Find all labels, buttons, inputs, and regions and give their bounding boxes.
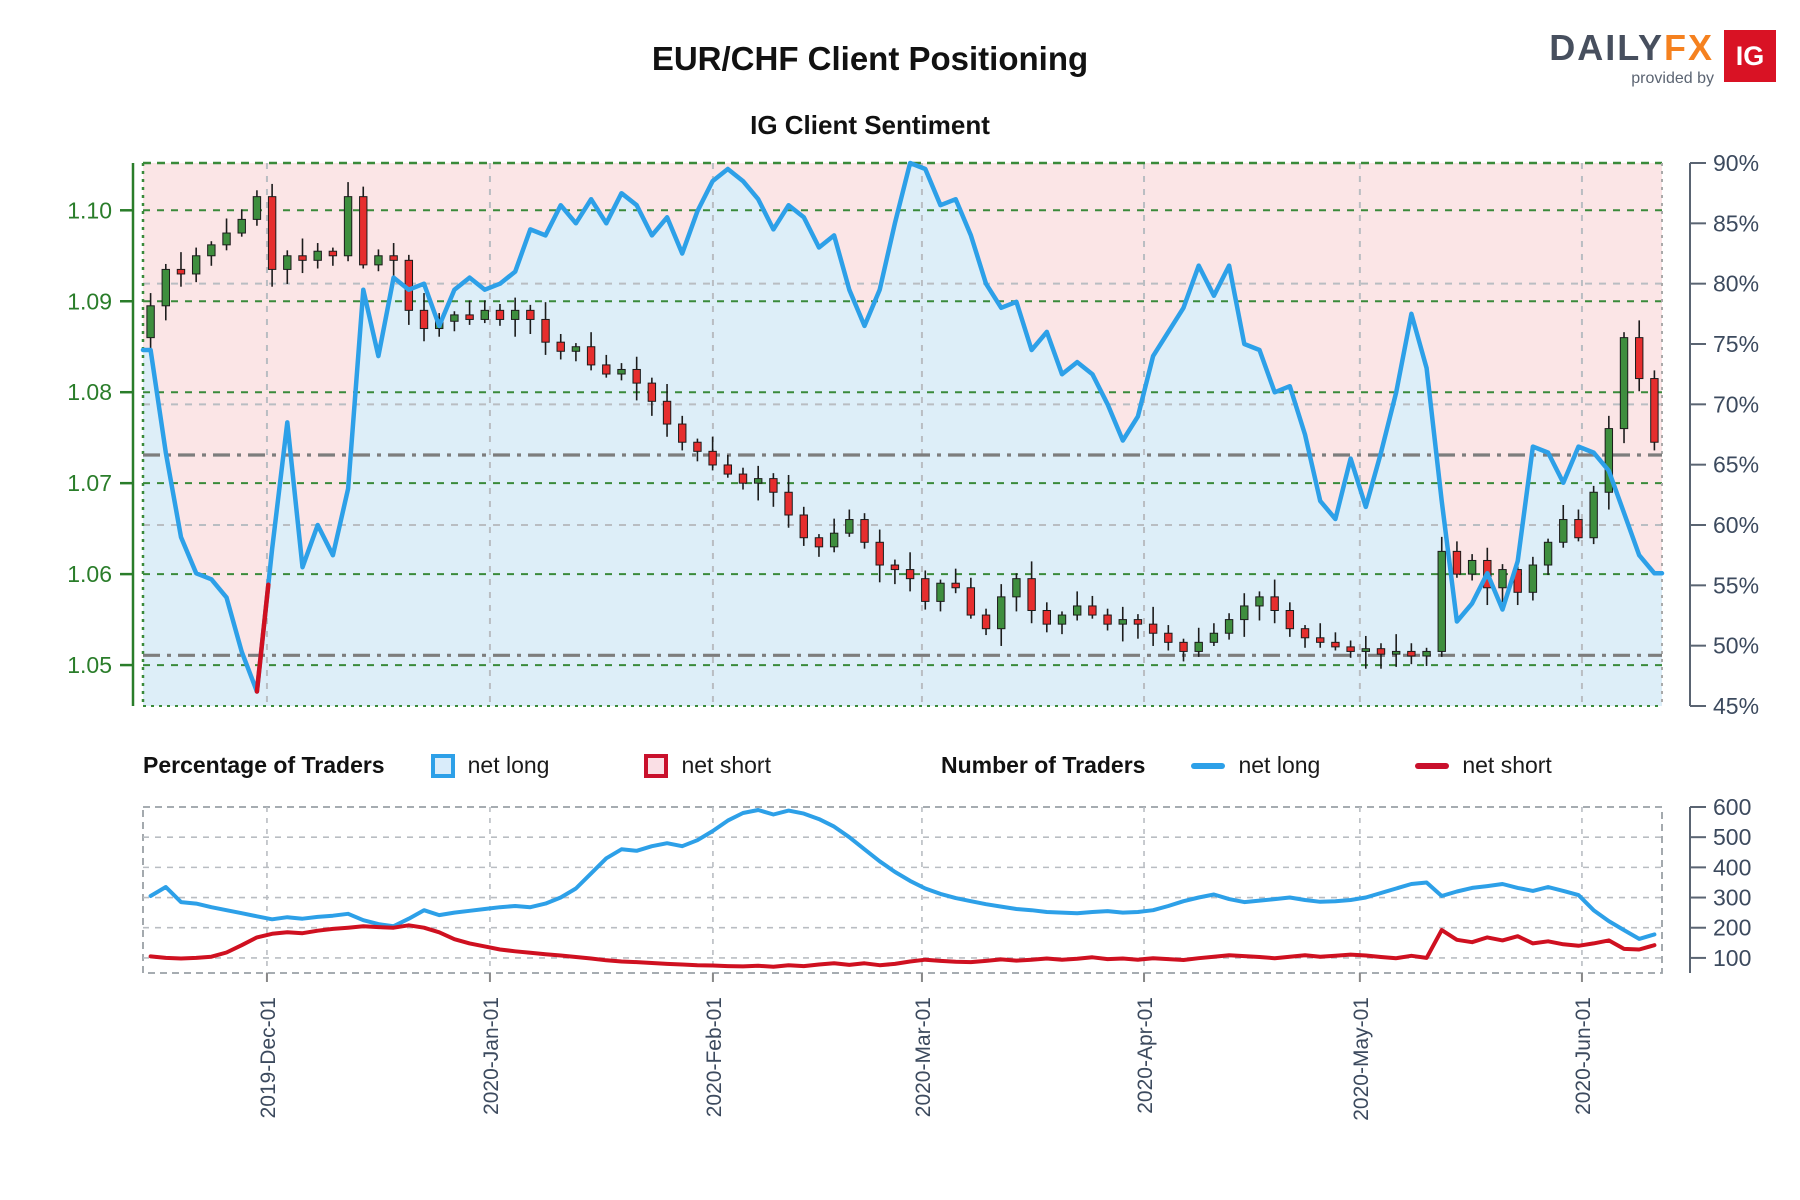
svg-text:1.10: 1.10 — [67, 197, 112, 223]
svg-text:90%: 90% — [1713, 150, 1759, 176]
dailyfx-logo-text: DAILYFX provided by — [1549, 30, 1714, 88]
sentiment-chart-svg: 1.10 1.09 1.08 1.07 1.06 1.05 90% 85% 80% 75% 70% 6… — [67, 150, 1759, 1121]
svg-text:2020-Mar-01: 2020-Mar-01 — [912, 997, 935, 1117]
svg-text:60%: 60% — [1713, 512, 1759, 538]
legend-num-net-long-label: net long — [1238, 752, 1321, 778]
svg-text:80%: 80% — [1713, 271, 1759, 297]
svg-text:65%: 65% — [1713, 452, 1759, 478]
logo-brand-orange: FX — [1663, 27, 1714, 68]
percent-net-short-segment — [254, 582, 271, 694]
dailyfx-logo: DAILYFX provided by IG — [1549, 30, 1776, 88]
sentiment-area-fills — [143, 163, 1662, 706]
svg-text:1.06: 1.06 — [67, 561, 112, 587]
count-axis-right: 600 500 400 300 200 100 — [1689, 794, 1751, 973]
svg-text:1.07: 1.07 — [67, 470, 112, 496]
svg-text:55%: 55% — [1713, 572, 1759, 598]
svg-text:2020-May-01: 2020-May-01 — [1350, 997, 1373, 1121]
candlestick-series — [146, 182, 1659, 669]
page-title: EUR/CHF Client Positioning — [651, 40, 1089, 77]
svg-text:45%: 45% — [1713, 693, 1759, 719]
main-gridlines — [141, 161, 1663, 707]
percent-net-long-line — [140, 160, 1665, 694]
svg-text:85%: 85% — [1713, 210, 1759, 236]
svg-text:70%: 70% — [1713, 391, 1759, 417]
logo-brand-dark: DAILY — [1549, 27, 1664, 68]
chart-subtitle: IG Client Sentiment — [750, 110, 990, 140]
number-of-traders-panel — [142, 806, 1663, 974]
svg-text:2020-Apr-01: 2020-Apr-01 — [1134, 997, 1157, 1114]
legend-num-net-short-label: net short — [1462, 752, 1552, 778]
svg-text:600: 600 — [1713, 794, 1751, 820]
date-axis: 2019-Dec-01 2020-Jan-01 2020-Feb-01 2020-Ma… — [257, 973, 1595, 1121]
legend-net-short-label: net short — [681, 752, 771, 778]
legend-number-title: Number of Traders — [940, 752, 1146, 778]
percent-axis-right: 90% 85% 80% 75% 70% 65% 60% 55% 50% 45% — [1689, 150, 1759, 719]
net-short-line-icon — [1415, 762, 1450, 769]
legend-percentage-title: Percentage of Traders — [143, 752, 385, 778]
traders-net-long-line — [148, 808, 1657, 941]
svg-text:100: 100 — [1713, 945, 1751, 971]
svg-text:1.05: 1.05 — [67, 652, 112, 678]
svg-text:2019-Dec-01: 2019-Dec-01 — [257, 997, 280, 1118]
traders-net-short-line — [148, 923, 1657, 969]
svg-text:1.08: 1.08 — [67, 379, 112, 405]
svg-text:2020-Feb-01: 2020-Feb-01 — [703, 997, 726, 1117]
svg-text:500: 500 — [1713, 824, 1751, 850]
price-axis-left: 1.10 1.09 1.08 1.07 1.06 1.05 — [67, 163, 135, 706]
svg-text:400: 400 — [1713, 854, 1751, 880]
svg-text:2020-Jun-01: 2020-Jun-01 — [1572, 997, 1595, 1115]
svg-text:200: 200 — [1713, 915, 1751, 941]
net-long-square-icon — [430, 753, 455, 778]
ig-logo: IG — [1724, 30, 1776, 82]
net-short-square-icon — [644, 753, 669, 778]
svg-text:50%: 50% — [1713, 633, 1759, 659]
svg-text:75%: 75% — [1713, 331, 1759, 357]
legend-net-long-label: net long — [467, 752, 550, 778]
svg-text:300: 300 — [1713, 885, 1751, 911]
logo-provided-by: provided by — [1631, 70, 1714, 87]
svg-text:1.09: 1.09 — [67, 288, 112, 314]
net-long-line-icon — [1191, 762, 1226, 769]
chart-legend: Percentage of Traders net long net short… — [143, 752, 1663, 779]
svg-text:2020-Jan-01: 2020-Jan-01 — [480, 997, 503, 1115]
